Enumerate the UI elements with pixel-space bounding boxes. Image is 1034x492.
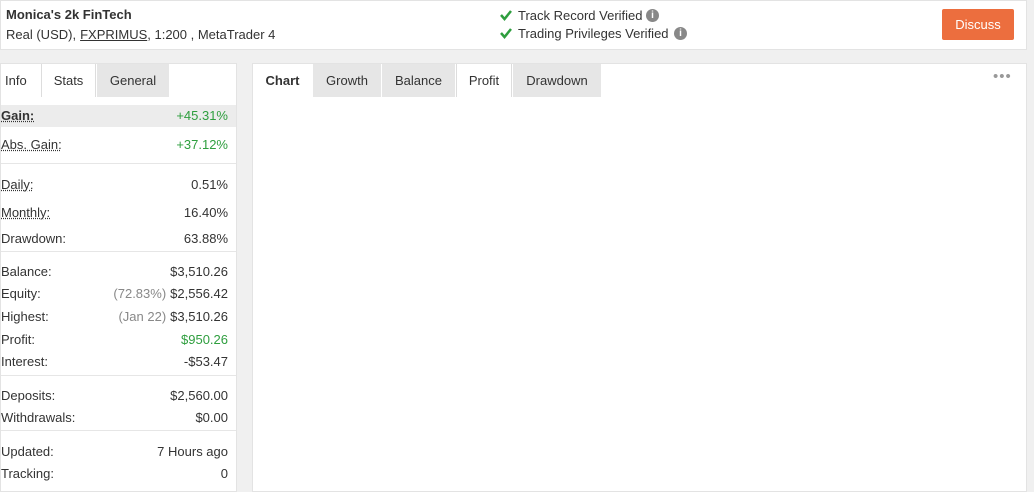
tab[interactable]: Chart: [253, 64, 312, 97]
verified-label: Track Record Verified: [518, 8, 643, 23]
stat-value: +37.12%: [176, 134, 228, 156]
stat-row: Drawdown: 63.88%: [1, 228, 236, 250]
stat-number: 0.51%: [191, 177, 228, 192]
chart-panel: Chart Growth Balance Profit Drawdown: [252, 63, 1027, 492]
stat-label: Balance:: [1, 264, 52, 279]
stat-label: Interest:: [1, 354, 48, 369]
stat-number: +37.12%: [176, 137, 228, 152]
stat-value: 63.88%: [184, 228, 228, 250]
broker-link[interactable]: FXPRIMUS: [80, 27, 148, 42]
stat-note: (72.83%): [113, 286, 167, 301]
discuss-button[interactable]: Discuss: [942, 9, 1014, 40]
stat-number: 63.88%: [183, 231, 228, 246]
stat-number: 16.40%: [183, 205, 228, 220]
tab[interactable]: Stats: [41, 64, 96, 97]
verified-label: Trading Privileges Verified: [518, 26, 669, 41]
stat-label: Updated:: [1, 444, 54, 459]
stat-row: Updated: 7 Hours ago: [1, 441, 236, 463]
stat-row: Gain: +45.31%: [1, 105, 236, 127]
stat-label: Tracking:: [1, 466, 54, 481]
stat-value: $0.00: [195, 407, 228, 429]
account-type: Real (USD),: [6, 27, 77, 42]
stat-value: $2,560.00: [170, 385, 228, 407]
info-icon[interactable]: i: [646, 9, 659, 22]
stat-number: $3,510.26: [170, 309, 228, 324]
stat-row: Deposits: $2,560.00: [1, 385, 236, 407]
stat-label: Highest:: [1, 309, 49, 324]
stat-value: (72.83%) $2,556.42: [113, 283, 228, 305]
account-info: Real (USD), FXPRIMUS, 1:200 , MetaTrader …: [6, 27, 275, 42]
stat-row: Monthly: 16.40%: [1, 202, 236, 224]
stat-number: $3,510.26: [170, 264, 228, 279]
stat-row: Profit: $950.26: [1, 329, 236, 351]
stat-value: $950.26: [181, 329, 228, 351]
separator: [1, 375, 236, 376]
stats-panel: Info Stats General Gain: +45.31% Abs. Gain: +3…: [0, 63, 237, 492]
stat-row: Balance: $3,510.26: [1, 261, 236, 283]
stat-number: $0.00: [195, 410, 228, 425]
stat-label: Deposits:: [1, 388, 56, 403]
stat-value: -$53.47: [184, 351, 228, 373]
stat-row: Equity: (72.83%) $2,556.42: [1, 283, 236, 305]
stat-number: -$53.47: [183, 354, 228, 369]
tab[interactable]: Info: [1, 64, 41, 97]
account-title: Monica's 2k FinTech: [6, 7, 132, 22]
header: [0, 0, 1027, 50]
tab[interactable]: Drawdown: [513, 64, 601, 97]
info-icon[interactable]: i: [674, 27, 687, 40]
stat-number: 7 Hours ago: [157, 444, 228, 459]
stat-number: +45.31%: [176, 108, 228, 123]
stat-label: Gain:: [1, 108, 35, 123]
separator: [1, 163, 236, 164]
stat-row: Daily: 0.51%: [1, 174, 236, 196]
separator: [1, 430, 236, 431]
menu-icon[interactable]: •••: [993, 68, 1012, 85]
stat-number: $950.26: [181, 332, 228, 347]
stat-label: Profit:: [1, 332, 35, 347]
stat-row: Withdrawals: $0.00: [1, 407, 236, 429]
stat-number: $2,556.42: [170, 286, 228, 301]
stat-label: Drawdown:: [1, 231, 67, 246]
stat-value: 0: [221, 463, 228, 485]
tab[interactable]: Balance: [382, 64, 455, 97]
stat-value: (Jan 22) $3,510.26: [118, 306, 228, 328]
stat-value: +45.31%: [176, 105, 228, 127]
tab[interactable]: General: [97, 64, 169, 97]
stat-value: $3,510.26: [170, 261, 228, 283]
stat-row: Tracking: 0: [1, 463, 236, 485]
stat-value: 7 Hours ago: [157, 441, 228, 463]
stat-value: 16.40%: [184, 202, 228, 224]
check-icon: $0$250$500$750$1KNov 10, '20Dec 09, '20D…: [500, 10, 512, 21]
stat-row: Interest: -$53.47: [1, 351, 236, 373]
stat-value: 0.51%: [191, 174, 228, 196]
separator: [1, 251, 236, 252]
stat-label: Abs. Gain:: [1, 137, 62, 152]
stat-label: Monthly:: [1, 205, 51, 220]
stat-row: Abs. Gain: +37.12%: [1, 134, 236, 156]
stat-note: (Jan 22): [118, 309, 167, 324]
check-icon: [500, 28, 512, 39]
tab[interactable]: Growth: [313, 64, 381, 97]
stat-label: Withdrawals:: [1, 410, 76, 425]
tab[interactable]: Profit: [456, 64, 512, 97]
stat-label: Equity:: [1, 286, 41, 301]
account-details: , 1:200 , MetaTrader 4: [147, 27, 276, 42]
stat-label: Daily:: [1, 177, 34, 192]
stat-number: $2,560.00: [170, 388, 228, 403]
stat-number: 0: [220, 466, 228, 481]
stat-row: Highest: (Jan 22) $3,510.26: [1, 306, 236, 328]
